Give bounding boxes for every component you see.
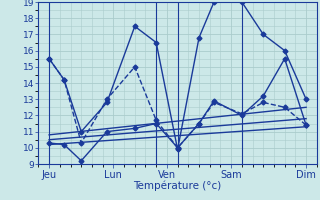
X-axis label: Température (°c): Température (°c) xyxy=(133,181,222,191)
